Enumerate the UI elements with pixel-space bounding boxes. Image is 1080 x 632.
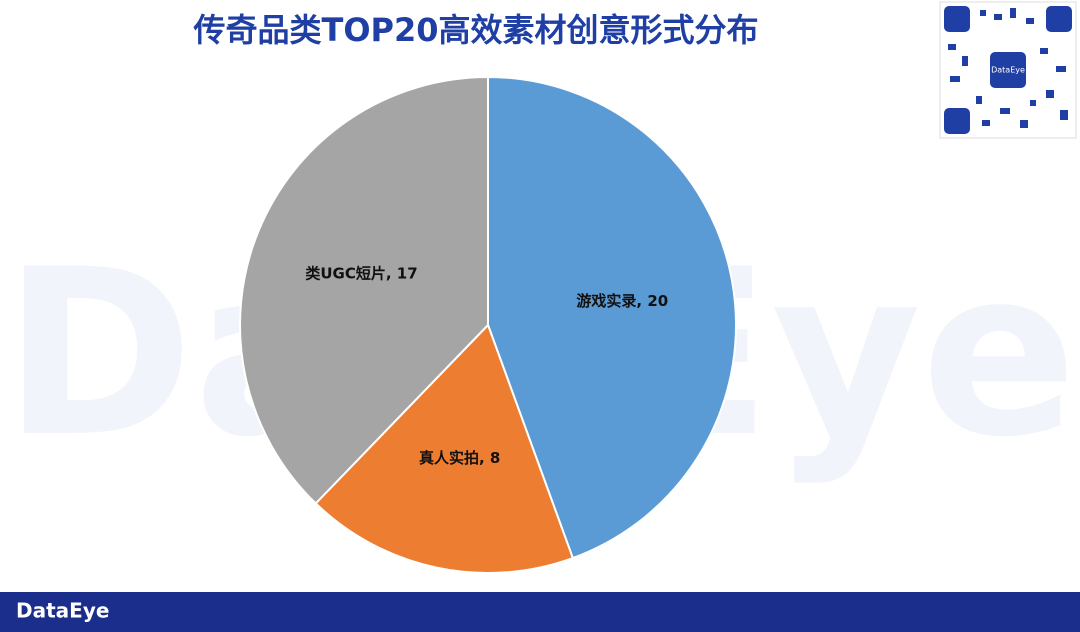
- data-label: 真人实拍, 8: [419, 449, 500, 467]
- qr-code: DataEye: [939, 1, 1077, 139]
- footer-logo: DataEye: [16, 599, 109, 623]
- chart-title: 传奇品类TOP20高效素材创意形式分布: [192, 11, 758, 49]
- qr-label: DataEye: [991, 66, 1025, 75]
- pie-slice: [239, 75, 489, 505]
- data-label: 游戏实录, 20: [576, 292, 668, 310]
- pie-slice: [314, 323, 575, 574]
- pie-slice: [487, 75, 737, 560]
- pie: 游戏实录, 20 真人实拍, 8 类UGC短片, 17: [239, 75, 737, 574]
- footer-bar: [0, 592, 1080, 632]
- data-label: 类UGC短片, 17: [305, 264, 417, 282]
